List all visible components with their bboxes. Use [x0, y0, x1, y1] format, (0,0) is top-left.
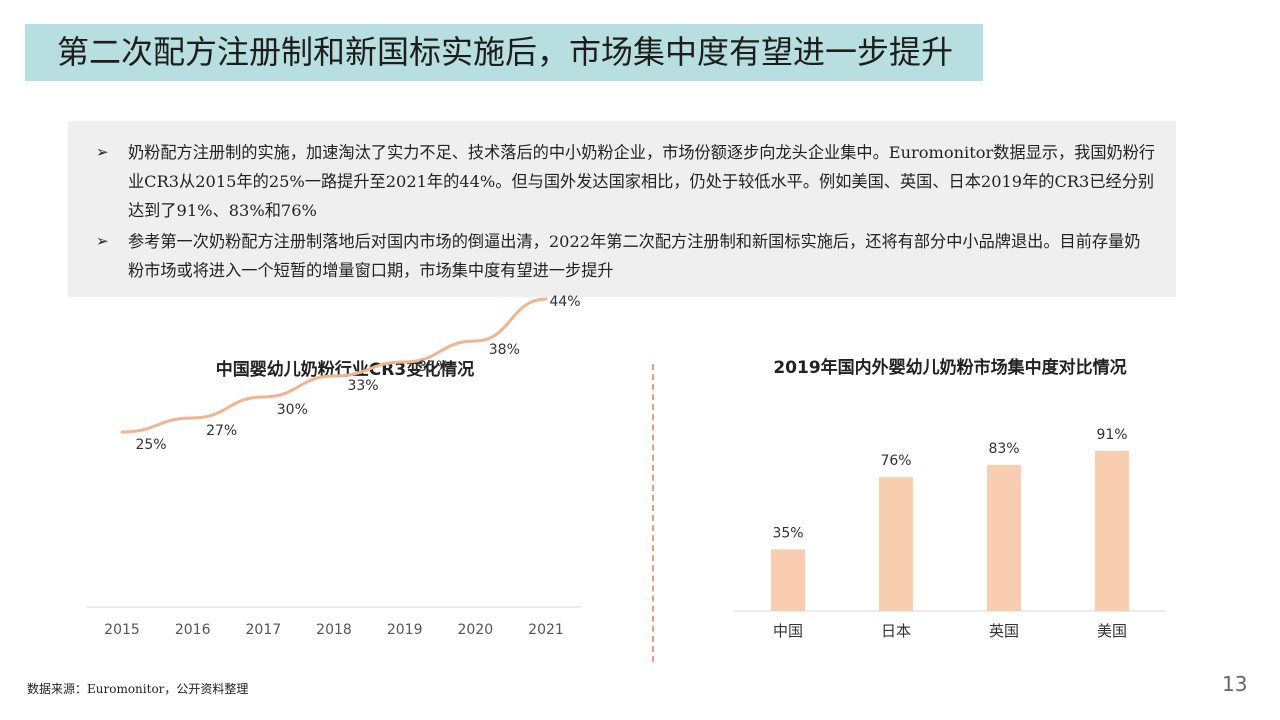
x-tick-label: 英国	[989, 622, 1019, 640]
data-label: 44%	[549, 294, 580, 310]
line-chart-title: 中国婴幼儿奶粉行业CR3变化情况	[215, 360, 475, 380]
arrow-bullet-icon: ➢	[96, 232, 109, 250]
data-label: 91%	[1096, 427, 1127, 443]
data-label: 35%	[418, 359, 449, 375]
x-tick-label: 2019	[387, 622, 423, 638]
bar	[987, 464, 1021, 611]
series-line	[120, 297, 548, 434]
title-banner: 第二次配方注册制和新国标实施后，市场集中度有望进一步提升	[25, 24, 983, 81]
summary-box: ➢ 奶粉配方注册制的实施，加速淘汰了实力不足、技术落后的中小奶粉企业，市场份额逐…	[68, 121, 1176, 297]
x-tick-label: 2017	[246, 622, 282, 638]
bullet-text: 参考第一次奶粉配方注册制落地后对国内市场的倒逼出清，2022年第二次配方注册制和…	[128, 232, 1141, 280]
x-tick-label: 2015	[104, 622, 140, 638]
bar	[1095, 450, 1129, 611]
data-label: 76%	[880, 453, 911, 469]
chart-divider	[652, 364, 654, 662]
data-label: 33%	[347, 378, 378, 394]
page-number: 13	[1222, 672, 1248, 696]
bullet-item: ➢ 参考第一次奶粉配方注册制落地后对国内市场的倒逼出清，2022年第二次配方注册…	[96, 227, 1156, 285]
x-tick-label: 美国	[1097, 622, 1127, 640]
x-tick-label: 2018	[316, 622, 352, 638]
x-tick-label: 2016	[175, 622, 211, 638]
data-label: 83%	[988, 441, 1019, 457]
bullet-text: 奶粉配方注册制的实施，加速淘汰了实力不足、技术落后的中小奶粉企业，市场份额逐步向…	[128, 143, 1156, 220]
data-label: 35%	[772, 525, 803, 541]
arrow-bullet-icon: ➢	[96, 143, 109, 161]
x-tick-label: 2020	[458, 622, 494, 638]
x-tick-label: 日本	[881, 622, 911, 640]
data-label: 27%	[206, 423, 237, 439]
bar	[879, 477, 913, 611]
bar	[771, 549, 805, 611]
bullet-item: ➢ 奶粉配方注册制的实施，加速淘汰了实力不足、技术落后的中小奶粉企业，市场份额逐…	[96, 138, 1156, 225]
x-tick-label: 2021	[528, 622, 564, 638]
bar-chart-title: 2019年国内外婴幼儿奶粉市场集中度对比情况	[773, 358, 1127, 378]
data-source-note: 数据来源：Euromonitor，公开资料整理	[27, 682, 249, 696]
x-tick-label: 中国	[773, 622, 803, 640]
page-title: 第二次配方注册制和新国标实施后，市场集中度有望进一步提升	[57, 33, 954, 71]
data-label: 25%	[135, 437, 166, 453]
data-label: 38%	[489, 342, 520, 358]
data-label: 30%	[277, 402, 308, 418]
